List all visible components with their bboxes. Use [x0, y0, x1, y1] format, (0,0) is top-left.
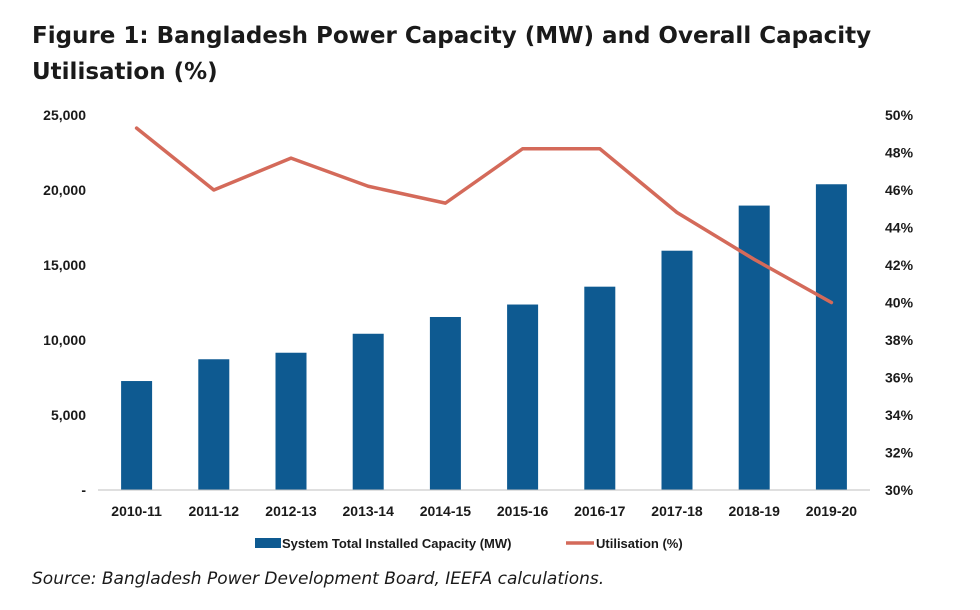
capacity-bar: [815, 184, 847, 490]
capacity-bar: [738, 205, 770, 490]
y-left-tick-label: 25,000: [43, 107, 86, 123]
x-tick-label: 2019-20: [806, 503, 858, 519]
capacity-bars: [121, 184, 847, 490]
utilisation-point: [289, 156, 293, 160]
y-right-tick-label: 48%: [885, 145, 914, 161]
y-left-tick-label: 15,000: [43, 257, 86, 273]
utilisation-line: [134, 126, 834, 305]
capacity-bar: [198, 359, 230, 490]
x-tick-label: 2017-18: [651, 503, 703, 519]
y-right-tick-label: 40%: [885, 295, 914, 311]
y-right-tick-label: 38%: [885, 332, 914, 348]
y-left-tick-label: 5,000: [51, 407, 86, 423]
y-right-tick-label: 30%: [885, 482, 914, 498]
utilisation-point: [521, 147, 525, 151]
source-note: Source: Bangladesh Power Development Boa…: [32, 569, 605, 589]
y-left-tick-label: 20,000: [43, 182, 86, 198]
y-right-axis: 30% 32% 34% 36% 38% 40% 42% 44% 46% 48% 50%: [885, 107, 914, 498]
utilisation-point: [135, 126, 139, 130]
x-tick-label: 2015-16: [497, 503, 549, 519]
utilisation-point: [829, 301, 833, 304]
x-tick-label: 2018-19: [729, 503, 781, 519]
y-left-axis: - 5,000 10,000 15,000 20,000 25,000: [43, 107, 86, 498]
capacity-bar: [507, 304, 539, 490]
legend-label-capacity: System Total Installed Capacity (MW): [282, 536, 511, 551]
y-right-tick-label: 32%: [885, 445, 914, 461]
utilisation-point: [675, 211, 679, 214]
chart-title: Figure 1: Bangladesh Power Capacity (MW)…: [32, 23, 872, 85]
y-right-tick-label: 42%: [885, 257, 914, 273]
y-right-tick-label: 46%: [885, 182, 914, 198]
x-tick-label: 2012-13: [265, 503, 317, 519]
x-tick-label: 2011-12: [188, 503, 239, 519]
utilisation-point: [752, 257, 756, 261]
utilisation-point: [598, 147, 602, 151]
legend-label-utilisation: Utilisation (%): [596, 536, 683, 551]
y-right-tick-label: 44%: [885, 220, 914, 236]
capacity-bar: [429, 316, 461, 490]
capacity-bar: [275, 352, 307, 490]
legend: System Total Installed Capacity (MW) Util…: [255, 536, 683, 551]
y-left-tick-label: 10,000: [43, 332, 86, 348]
x-tick-label: 2016-17: [574, 503, 626, 519]
x-tick-label: 2014-15: [420, 503, 472, 519]
capacity-bar: [661, 250, 693, 490]
y-right-tick-label: 50%: [885, 107, 914, 123]
x-axis: 2010-11 2011-12 2012-13 2013-14 2014-15 2015-…: [111, 503, 857, 519]
x-tick-label: 2013-14: [343, 503, 395, 519]
capacity-bar: [352, 333, 384, 490]
utilisation-point: [366, 184, 370, 188]
capacity-bar: [121, 381, 153, 490]
utilisation-line-series: [134, 126, 834, 305]
capacity-bar: [584, 286, 616, 490]
utilisation-point: [443, 201, 447, 205]
legend-swatch-capacity: [255, 538, 281, 548]
x-tick-label: 2010-11: [111, 503, 162, 519]
y-right-tick-label: 36%: [885, 370, 914, 386]
y-left-tick-label: -: [81, 482, 86, 498]
y-right-tick-label: 34%: [885, 407, 914, 423]
utilisation-point: [212, 188, 216, 192]
